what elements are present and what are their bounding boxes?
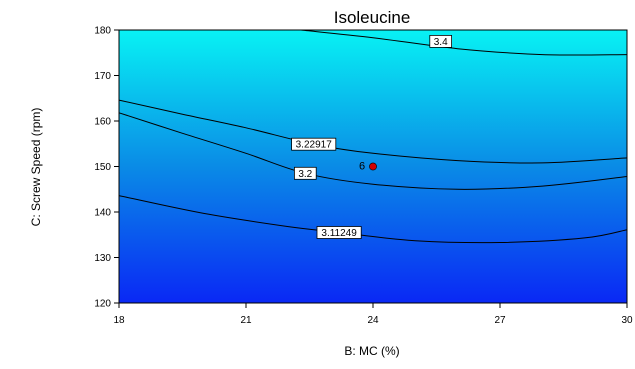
x-tick-label: 18 — [113, 315, 125, 326]
design-point — [369, 162, 377, 171]
chart-title: Isoleucine — [334, 8, 411, 27]
contour-label-text: 3.4 — [434, 37, 448, 48]
contour-label: 3.11249 — [316, 226, 362, 239]
y-axis: 120 130 140 150 160 170 180 — [94, 26, 119, 310]
contour-label-text: 3.11249 — [321, 228, 357, 239]
x-tick-label: 27 — [494, 315, 506, 326]
contour-line — [300, 29, 628, 56]
contour-label-text: 3.22917 — [296, 140, 333, 151]
y-tick-label: 160 — [94, 117, 111, 128]
design-point-label: 6 — [359, 161, 365, 173]
y-tick-label: 130 — [94, 253, 111, 264]
contour-line — [118, 112, 628, 190]
contour-line — [118, 195, 628, 244]
y-tick-label: 180 — [94, 26, 111, 37]
contour-label-box — [293, 166, 317, 180]
x-tick-label: 30 — [621, 315, 633, 326]
design-points: 6 — [359, 161, 377, 173]
contour-label-box — [291, 137, 337, 151]
y-axis-title: C: Screw Speed (rpm) — [29, 108, 43, 227]
y-tick-label: 170 — [94, 71, 111, 82]
contour-labels: 3.4 3.22917 3.2 3.11249 — [291, 35, 452, 239]
contour-label: 3.2 — [293, 166, 317, 180]
contour-label-text: 3.2 — [298, 169, 312, 180]
contour-lines — [118, 29, 628, 244]
x-tick-label: 24 — [367, 315, 379, 326]
x-axis: 18 21 24 27 30 — [113, 303, 633, 326]
y-tick-label: 120 — [94, 299, 111, 310]
contour-label: 3.22917 — [291, 137, 337, 151]
contour-line — [118, 99, 628, 164]
x-tick-label: 21 — [240, 315, 252, 326]
contour-label-box — [316, 226, 362, 239]
contour-label-box — [429, 35, 452, 48]
contour-label: 3.4 — [429, 35, 452, 48]
y-tick-label: 140 — [94, 208, 111, 219]
x-axis-title: B: MC (%) — [344, 344, 399, 358]
y-tick-label: 150 — [94, 162, 111, 173]
